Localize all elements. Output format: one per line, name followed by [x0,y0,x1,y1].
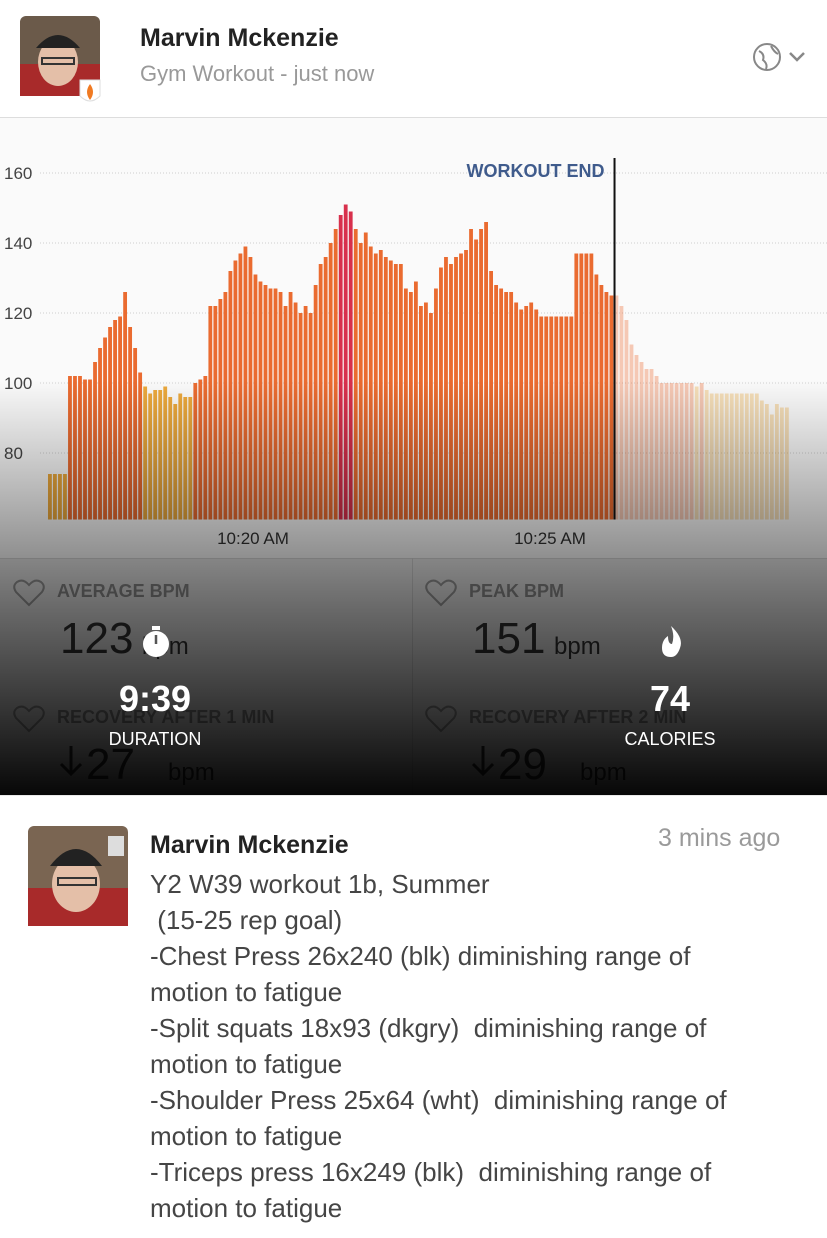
calories-value: 74 [649,678,691,719]
comment-line: motion to fatigue [150,1049,343,1079]
comment-author[interactable]: Marvin Mckenzie [150,831,349,859]
bar [484,222,488,520]
comment-time: 3 mins ago [658,824,781,852]
bar [343,204,348,520]
bar [338,215,343,520]
bar [353,229,358,520]
privacy-menu[interactable] [752,42,808,72]
calories-label: CALORIES [624,729,716,749]
post-header [0,0,827,118]
bar [348,211,353,520]
y-tick-label: 120 [4,304,32,323]
bar [469,229,473,520]
comment-line: Y2 W39 workout 1b, Summer [150,869,490,899]
workout-end-label: WORKOUT END [467,161,605,181]
bar [474,239,478,520]
author-name[interactable]: Marvin Mckenzie [140,24,339,52]
comment-avatar[interactable] [28,826,130,928]
y-tick-label: 160 [4,164,32,183]
bar [333,229,338,520]
bar [479,229,483,520]
comment-line: motion to fatigue [150,977,343,1007]
post-subtitle: Gym Workout - just now [140,61,375,86]
duration-label: DURATION [108,729,202,749]
comment-text: Y2 W39 workout 1b, Summer (15-25 rep goa… [150,866,820,1226]
flame-icon [662,626,681,657]
avatar[interactable] [18,14,113,109]
comment-line: -Shoulder Press 25x64 (wht) diminishing … [150,1085,727,1115]
comment-line: -Triceps press 16x249 (blk) diminishing … [150,1157,712,1187]
bar [363,232,368,520]
stopwatch-icon [143,626,169,657]
y-tick-label: 140 [4,234,32,253]
comment-line: -Split squats 18x93 (dkgry) diminishing … [150,1013,707,1043]
comment-line: -Chest Press 26x240 (blk) diminishing ra… [150,941,691,971]
overlay [0,380,827,795]
comment-line: motion to fatigue [150,1121,343,1151]
comment-line: (15-25 rep goal) [150,905,343,935]
comment-line: motion to fatigue [150,1193,343,1223]
duration-value: 9:39 [118,678,192,719]
